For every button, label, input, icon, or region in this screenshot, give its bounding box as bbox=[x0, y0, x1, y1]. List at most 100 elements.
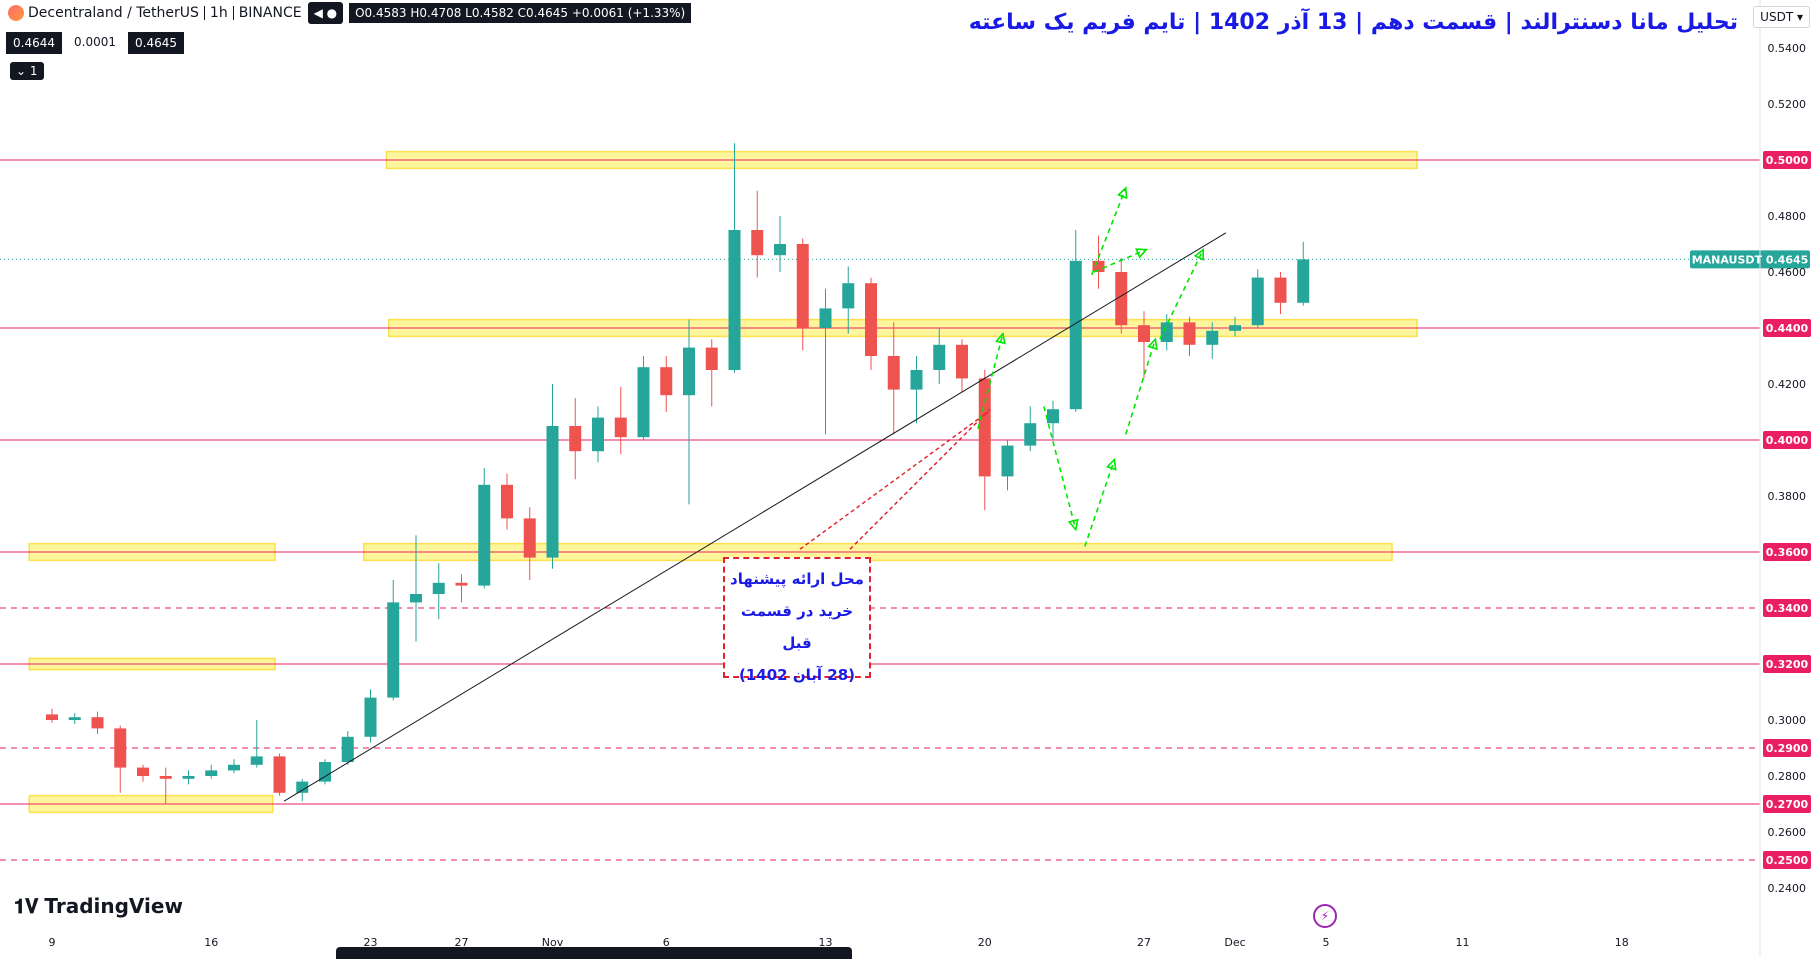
separator bbox=[203, 6, 205, 20]
y-tick-label: 0.4800 bbox=[1768, 210, 1807, 223]
levels-layer bbox=[0, 159, 1760, 861]
y-tick-label: 0.2400 bbox=[1768, 882, 1807, 895]
candle-body bbox=[1274, 277, 1287, 303]
trendline-layer bbox=[283, 232, 1227, 802]
x-tick-label: 9 bbox=[49, 936, 56, 949]
coin-icon bbox=[8, 5, 24, 21]
projection-arrow bbox=[1125, 338, 1157, 435]
candle-body bbox=[933, 344, 946, 370]
x-tick-label: 27 bbox=[1137, 936, 1151, 949]
interval[interactable]: 1h bbox=[209, 5, 228, 21]
projection-arrow bbox=[977, 333, 1004, 430]
exchange: BINANCE bbox=[238, 5, 302, 21]
level-label: 0.4400 bbox=[1766, 322, 1809, 335]
level-tag bbox=[1763, 851, 1811, 869]
candle-body bbox=[842, 283, 855, 309]
projection-arrow bbox=[1043, 406, 1077, 530]
level-label: 0.3400 bbox=[1766, 602, 1809, 615]
arrow-head bbox=[1193, 247, 1204, 261]
note-pointer bbox=[799, 411, 989, 550]
candle-body bbox=[1001, 445, 1014, 477]
flash-icon[interactable]: ⚡ bbox=[1313, 904, 1337, 928]
eye-icon[interactable]: ◀ ● bbox=[307, 2, 344, 24]
level-label: 0.3200 bbox=[1766, 658, 1809, 671]
level-label: 0.3600 bbox=[1766, 546, 1809, 559]
candle-body bbox=[1024, 423, 1037, 446]
y-tick-label: 0.2800 bbox=[1768, 770, 1807, 783]
candle-body bbox=[956, 344, 968, 379]
candle-body bbox=[159, 776, 172, 779]
bottom-toolbar[interactable] bbox=[336, 947, 852, 959]
candle-body bbox=[478, 484, 491, 586]
candle-body bbox=[887, 356, 900, 390]
candle-body bbox=[819, 308, 832, 328]
level-tag bbox=[1763, 795, 1811, 813]
ask-price[interactable]: 0.4645 bbox=[128, 32, 184, 54]
x-tick-label: 20 bbox=[978, 936, 992, 949]
candle-body bbox=[273, 756, 286, 793]
candle-body bbox=[1183, 322, 1196, 345]
arrow-head bbox=[1147, 337, 1158, 351]
level-label: 0.5000 bbox=[1766, 154, 1809, 167]
brand-name: TradingView bbox=[44, 894, 183, 918]
candle-body bbox=[501, 484, 513, 519]
candle-body bbox=[705, 347, 718, 370]
x-tick-label: 11 bbox=[1456, 936, 1470, 949]
candle-body bbox=[1206, 330, 1219, 345]
candle-body bbox=[364, 697, 377, 737]
candle-body bbox=[91, 717, 104, 729]
candle-body bbox=[592, 417, 604, 452]
arrow-head bbox=[1067, 518, 1079, 532]
candle-body bbox=[68, 717, 81, 720]
y-tick-label: 0.5200 bbox=[1768, 98, 1807, 111]
x-tick-label: 13 bbox=[819, 936, 833, 949]
candle-body bbox=[182, 776, 195, 779]
candle-body bbox=[1092, 260, 1105, 272]
x-tick-label: 5 bbox=[1323, 936, 1330, 949]
last-price-label: MANAUSDT 0.4645 bbox=[1692, 253, 1809, 266]
candle-body bbox=[1138, 325, 1150, 342]
x-tick-label: 27 bbox=[455, 936, 469, 949]
symbol-name[interactable]: Decentraland / TetherUS bbox=[28, 5, 199, 21]
candle-body bbox=[660, 367, 673, 396]
last-price-tag bbox=[1690, 250, 1810, 269]
chevron-down-icon: ⌄ bbox=[16, 64, 27, 78]
analysis-title: تحلیل مانا دسنترالند | قسمت دهم | 13 آذر… bbox=[968, 10, 1738, 35]
candle-body bbox=[455, 582, 468, 586]
candle-body bbox=[910, 370, 923, 390]
arrow-head bbox=[995, 331, 1006, 345]
x-axis: 9 16 23 27 Nov 6 13 20 27 Dec 5 11 18 bbox=[49, 936, 1629, 949]
arrow-head bbox=[1135, 248, 1148, 259]
y-tick-label: 0.4600 bbox=[1768, 266, 1807, 279]
y-tick-label: 0.4200 bbox=[1768, 378, 1807, 391]
x-tick-label: 6 bbox=[663, 936, 670, 949]
level-tag bbox=[1763, 543, 1811, 561]
buy-signal-note: محل ارائه پیشنهاد خرید در قسمت قبل (28 آ… bbox=[723, 557, 871, 684]
currency-selector[interactable]: USDT ▾ bbox=[1753, 6, 1810, 28]
indicators-toggle[interactable]: ⌄ 1 bbox=[10, 62, 44, 80]
candle-body bbox=[683, 347, 695, 396]
candle-body bbox=[137, 767, 149, 776]
candle-body bbox=[319, 762, 331, 782]
zones-layer bbox=[28, 150, 1418, 814]
candle-body bbox=[546, 426, 559, 558]
note-line: (28 آبان 1402) bbox=[739, 666, 855, 684]
candle-body bbox=[228, 764, 240, 771]
bid-ask-box: 0.4644 0.0001 0.4645 bbox=[6, 32, 184, 54]
y-tick-label: 0.3800 bbox=[1768, 490, 1807, 503]
x-tick-label: 16 bbox=[204, 936, 218, 949]
candle-body bbox=[1115, 272, 1128, 326]
projection-arrow bbox=[1159, 249, 1204, 340]
indicator-count: 1 bbox=[29, 64, 38, 78]
candle-body bbox=[410, 594, 422, 603]
level-tag bbox=[1763, 319, 1811, 337]
candle-body bbox=[1047, 409, 1059, 424]
y-tick-label: 0.3000 bbox=[1768, 714, 1807, 727]
y-tick-label: 0.2600 bbox=[1768, 826, 1807, 839]
trendline bbox=[283, 232, 1227, 802]
y-tick-label: 0.5400 bbox=[1768, 42, 1807, 55]
y-axis: 0.5000 0.4400 0.4000 0.3600 0.3400 0.3200 0.29… bbox=[1690, 0, 1811, 957]
arrows-layer bbox=[977, 186, 1204, 547]
bid-price[interactable]: 0.4644 bbox=[6, 32, 62, 54]
